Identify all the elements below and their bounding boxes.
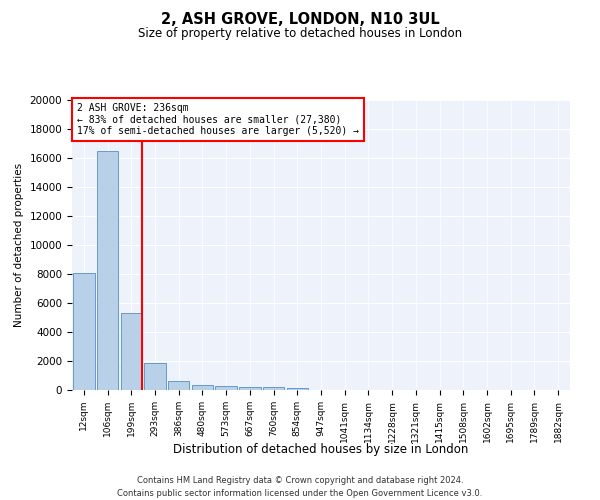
Bar	[287, 388, 308, 390]
Bar	[97, 151, 118, 390]
Text: 2, ASH GROVE, LONDON, N10 3UL: 2, ASH GROVE, LONDON, N10 3UL	[161, 12, 439, 28]
Text: Contains HM Land Registry data © Crown copyright and database right 2024.
Contai: Contains HM Land Registry data © Crown c…	[118, 476, 482, 498]
Bar	[239, 387, 260, 390]
Text: Distribution of detached houses by size in London: Distribution of detached houses by size …	[173, 442, 469, 456]
Bar	[73, 272, 95, 390]
Bar	[168, 380, 190, 390]
Y-axis label: Number of detached properties: Number of detached properties	[14, 163, 24, 327]
Bar	[215, 386, 237, 390]
Text: Size of property relative to detached houses in London: Size of property relative to detached ho…	[138, 28, 462, 40]
Bar	[192, 385, 213, 390]
Bar	[263, 388, 284, 390]
Text: 2 ASH GROVE: 236sqm
← 83% of detached houses are smaller (27,380)
17% of semi-de: 2 ASH GROVE: 236sqm ← 83% of detached ho…	[77, 103, 359, 136]
Bar	[121, 313, 142, 390]
Bar	[145, 363, 166, 390]
